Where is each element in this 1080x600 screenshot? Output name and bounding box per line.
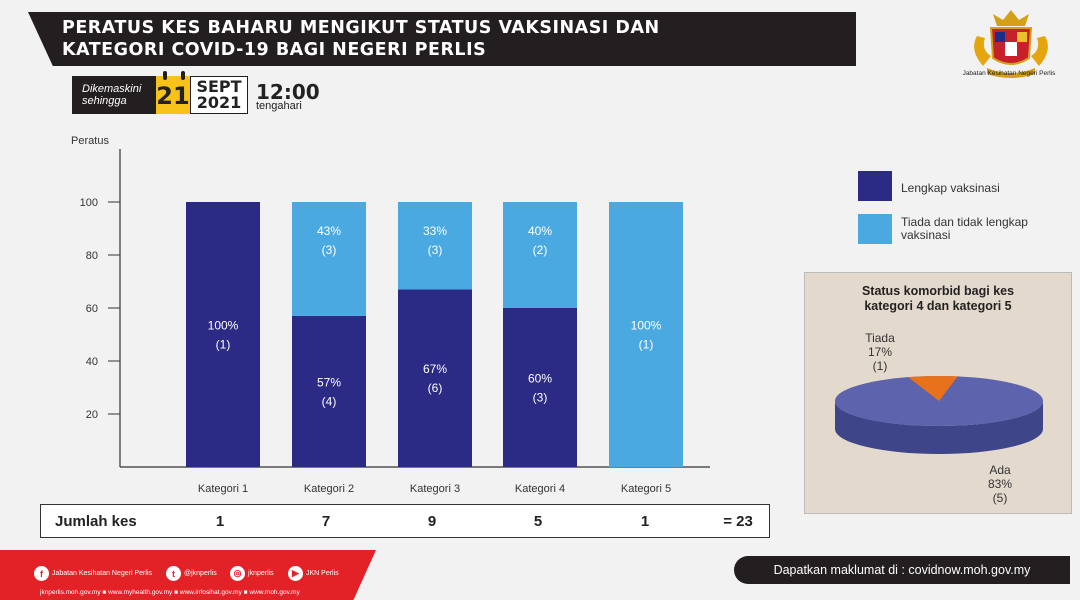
facebook-icon: f xyxy=(34,566,49,581)
pie-label-tiada: Tiada 17% (1) xyxy=(855,331,905,373)
y-tick-label: 60 xyxy=(86,303,98,315)
bar-complete xyxy=(186,202,260,467)
total-cases-value: 1 xyxy=(640,513,650,530)
total-cases-value: 7 xyxy=(321,513,331,530)
calendar-ring xyxy=(181,71,185,80)
bar-incomplete xyxy=(503,202,577,308)
social-instagram[interactable]: ◎ jknperlis xyxy=(230,566,274,581)
data-label-complete: 100% xyxy=(208,319,239,333)
update-year: 2021 xyxy=(196,93,242,112)
comorbidity-panel: Status komorbid bagi kes kategori 4 dan … xyxy=(804,272,1072,514)
title-banner xyxy=(28,12,856,66)
youtube-icon: ▶ xyxy=(288,566,303,581)
data-count-complete: (3) xyxy=(533,391,548,405)
pie-label-tiada-count: (1) xyxy=(872,359,888,373)
legend-swatch-complete xyxy=(858,171,892,201)
pie-label-tiada-percent: 17% xyxy=(867,345,893,359)
coat-of-arms-logo xyxy=(974,10,1048,78)
data-count-incomplete: (1) xyxy=(639,338,654,352)
data-label-incomplete: 40% xyxy=(528,224,552,238)
pie-label-ada-count: (5) xyxy=(992,491,1008,505)
social-twitter-label: @jknperlis xyxy=(184,570,217,577)
legend-swatch-incomplete xyxy=(858,214,892,244)
data-count-complete: (1) xyxy=(216,338,231,352)
footer-social-bar xyxy=(0,550,376,600)
pie-label-ada-percent: 83% xyxy=(987,477,1013,491)
instagram-icon: ◎ xyxy=(230,566,245,581)
y-tick-label: 20 xyxy=(86,409,98,421)
total-cases-value: 5 xyxy=(533,513,543,530)
twitter-icon: t xyxy=(166,566,181,581)
social-facebook-label: Jabatan Kesihatan Negeri Perlis xyxy=(52,570,153,577)
pie-label-ada-name: Ada xyxy=(989,463,1011,477)
data-count-complete: (6) xyxy=(428,381,443,395)
total-cases-label: Jumlah kes xyxy=(55,513,137,530)
x-tick-label: Kategori 2 xyxy=(304,483,354,495)
pie-side-ada xyxy=(835,401,1043,454)
pie-label-tiada-name: Tiada xyxy=(865,331,895,345)
y-tick-label: 40 xyxy=(86,356,98,368)
pie-chart xyxy=(835,376,1043,454)
calendar-ring xyxy=(163,71,167,80)
total-cases-row: Jumlah kes 1 7 9 5 1 = 23 xyxy=(40,504,770,538)
update-month-year: SEPT 2021 xyxy=(190,76,248,114)
data-label-complete: 57% xyxy=(317,375,341,389)
x-tick-label: Kategori 3 xyxy=(410,483,460,495)
x-tick-label: Kategori 5 xyxy=(621,483,671,495)
update-day: 21 xyxy=(156,76,190,114)
update-time: 12:00 xyxy=(256,80,320,104)
data-count-complete: (4) xyxy=(322,394,337,408)
y-tick-label: 80 xyxy=(86,250,98,262)
bar-incomplete xyxy=(292,202,366,316)
pie-title: Status komorbid bagi kes kategori 4 dan … xyxy=(861,284,1015,313)
data-label-incomplete: 100% xyxy=(631,319,662,333)
data-label-incomplete: 33% xyxy=(423,224,447,238)
social-twitter[interactable]: t @jknperlis xyxy=(166,566,217,581)
footer-websites: jknperlis.moh.gov.my ■ www.myhealth.gov.… xyxy=(40,589,300,596)
social-facebook[interactable]: f Jabatan Kesihatan Negeri Perlis xyxy=(34,566,152,581)
pie-label-ada: Ada 83% (5) xyxy=(975,463,1025,505)
data-label-complete: 67% xyxy=(423,362,447,376)
social-instagram-label: jknperlis xyxy=(248,570,274,577)
footer-info-link[interactable]: Dapatkan maklumat di : covidnow.moh.gov.… xyxy=(734,556,1070,584)
agency-name: Jabatan Kesihatan Negeri Perlis xyxy=(962,70,1056,77)
total-cases-sum: = 23 xyxy=(723,513,753,530)
y-tick-label: 100 xyxy=(80,197,98,209)
bar-incomplete xyxy=(398,202,472,290)
x-tick-label: Kategori 4 xyxy=(515,483,565,495)
bar-complete xyxy=(398,289,472,467)
x-tick-label: Kategori 1 xyxy=(198,483,248,495)
bar-complete xyxy=(503,308,577,467)
legend-label-complete: Lengkap vaksinasi xyxy=(901,181,1000,195)
pie-slice-tiada xyxy=(908,376,958,401)
data-label-incomplete: 43% xyxy=(317,224,341,238)
legend-label-incomplete: Tiada dan tidak lengkap vaksinasi xyxy=(901,215,1028,242)
bar-incomplete xyxy=(609,202,683,467)
social-youtube-label: JKN Perlis xyxy=(306,570,339,577)
total-cases-value: 9 xyxy=(427,513,437,530)
social-youtube[interactable]: ▶ JKN Perlis xyxy=(288,566,339,581)
total-cases-value: 1 xyxy=(215,513,225,530)
page-title: PERATUS KES BAHARU MENGIKUT STATUS VAKSI… xyxy=(62,18,660,60)
update-time-note: tengahari xyxy=(256,100,302,112)
chart-labels: Kategori 1 100% (1) Kategori 2 57% (4) 43% (3) K… xyxy=(198,224,671,495)
update-month: SEPT xyxy=(196,77,242,96)
chart-bars xyxy=(186,202,683,467)
data-label-complete: 60% xyxy=(528,372,552,386)
update-label: Dikemaskini sehingga xyxy=(72,76,156,114)
data-count-incomplete: (2) xyxy=(533,243,548,257)
y-axis-title: Peratus xyxy=(71,135,109,147)
bar-complete xyxy=(292,315,366,467)
data-count-incomplete: (3) xyxy=(322,243,337,257)
data-count-incomplete: (3) xyxy=(428,243,443,257)
